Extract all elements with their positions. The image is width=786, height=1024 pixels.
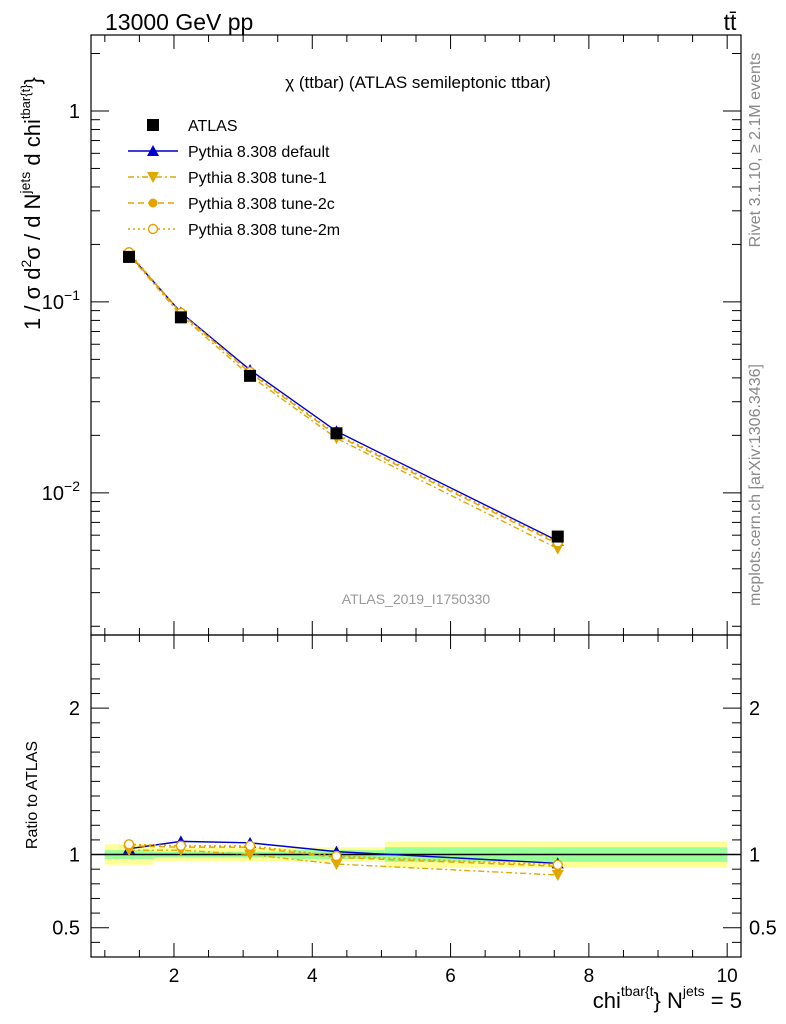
ratio-y-tick-label: 2 — [69, 698, 80, 720]
ratio-y-tick-label-right: 0.5 — [749, 918, 777, 940]
atlas-data-point — [123, 250, 136, 263]
ylabel-prefix: 1 / σ d — [20, 268, 45, 331]
ylabel-sup2: jets — [17, 172, 33, 195]
ratio-y-tick-label-right: 1 — [749, 845, 760, 867]
xlabel-mid: } N — [654, 988, 683, 1013]
ratio-y-axis-label: Ratio to ATLAS — [24, 741, 41, 849]
legend: ATLAS Pythia 8.308 default Pythia 8.308 tu… — [128, 118, 340, 239]
mcplots-label: mcplots.cern.ch [arXiv:1306.3436] — [747, 364, 764, 606]
chart-title: χ (ttbar) (ATLAS semileptonic ttbar) — [285, 73, 551, 92]
y-tick-exponent: −2 — [64, 478, 80, 494]
ratio-series-point — [123, 839, 135, 850]
ratio-panel-frame — [90, 634, 742, 958]
x-tick-label: 8 — [584, 966, 595, 987]
x-tick-label: 2 — [169, 966, 180, 987]
atlas-data-points — [123, 250, 564, 543]
y-tick-mantissa: 10 — [42, 483, 64, 505]
rivet-version-label: Rivet 3.1.10, ≥ 2.1M events — [747, 53, 764, 248]
ylabel-after: d chi — [20, 119, 45, 172]
ylabel-mid: σ / d N — [20, 194, 45, 260]
legend-marker — [147, 119, 159, 131]
collision-label: 13000 GeV pp — [105, 9, 253, 35]
ylabel-tail: } — [20, 77, 45, 84]
ratio-y-tick-label: 0.5 — [52, 918, 80, 940]
xlabel-base: chi — [593, 988, 621, 1013]
x-tick-label: 10 — [717, 966, 738, 987]
ratio-series-point — [244, 840, 256, 851]
ratio-series-point — [552, 859, 563, 870]
x-tick-label: 4 — [307, 966, 318, 987]
atlas-data-point — [244, 369, 257, 382]
y-tick-exponent: −1 — [64, 287, 80, 303]
legend-marker — [147, 145, 159, 156]
ratio-series-point — [244, 849, 257, 861]
x-tick-label: 6 — [445, 966, 456, 987]
ylabel-sup3: tbar{t} — [18, 84, 33, 119]
series-line — [128, 254, 559, 550]
legend-label: Pythia 8.308 tune-1 — [188, 170, 327, 187]
series-line — [128, 253, 559, 542]
ratio-series-point — [175, 840, 187, 851]
legend-label: Pythia 8.308 tune-2c — [188, 196, 335, 213]
legend-label: Pythia 8.308 tune-2m — [188, 222, 340, 239]
y-tick-label: 10−2 — [42, 478, 80, 505]
ratio-series-point — [331, 850, 342, 862]
y-tick-label: 1 — [69, 101, 80, 123]
ratio-series-point — [330, 859, 343, 871]
legend-marker — [148, 198, 158, 208]
atlas-data-point — [174, 311, 187, 324]
legend-marker — [147, 223, 159, 235]
y-tick-mantissa: 1 — [69, 101, 80, 123]
ratio-y-tick-label: 1 — [69, 845, 80, 867]
xlabel-tail: = 5 — [705, 988, 742, 1013]
main-y-axis-label: 1 / σ d2σ / d Njets d chitbar{t}} — [17, 77, 45, 330]
analysis-label: ATLAS_2019_I1750330 — [342, 591, 491, 607]
y-tick-mantissa: 10 — [42, 292, 64, 314]
ratio-y-tick-label-right: 2 — [749, 698, 760, 720]
y-tick-label: 10−1 — [42, 287, 80, 314]
process-label: tt̄ — [724, 9, 737, 35]
atlas-data-point — [330, 427, 343, 440]
xlabel-sup2: jets — [682, 983, 705, 999]
ratio-series-group — [123, 835, 564, 882]
x-axis-label: chitbar{t} Njets = 5 — [593, 983, 742, 1013]
xlabel-sup1: tbar{t — [621, 983, 654, 999]
legend-marker — [147, 172, 159, 183]
series-line — [128, 251, 559, 544]
ratio-series-point — [551, 870, 564, 882]
legend-label: ATLAS — [188, 118, 238, 135]
atlas-data-point — [551, 530, 564, 543]
axis-ticks — [91, 35, 741, 957]
main-series-group — [123, 247, 564, 555]
series-line — [128, 252, 559, 545]
legend-label: Pythia 8.308 default — [188, 144, 330, 161]
ylabel-sup1: 2 — [18, 260, 34, 268]
